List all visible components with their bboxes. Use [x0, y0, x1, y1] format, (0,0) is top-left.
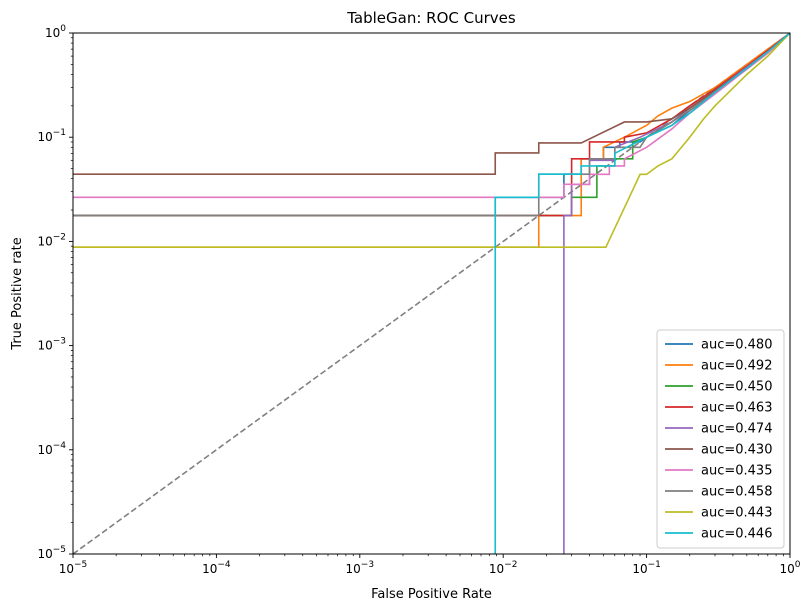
- axes-frame: [72, 32, 791, 555]
- legend-label: auc=0.443: [701, 506, 772, 521]
- x-tick-label-base: 10: [632, 562, 647, 576]
- y-tick-label-exponent: −5: [53, 545, 66, 555]
- x-tick-label-exponent: −1: [648, 560, 661, 570]
- x-tick-label: 10−5: [59, 560, 88, 576]
- y-tick-label-exponent: −1: [53, 128, 66, 138]
- y-tick-label: 100: [45, 24, 66, 40]
- y-tick-label: 10−2: [37, 232, 66, 248]
- y-tick-label-base: 10: [37, 130, 52, 144]
- x-tick-label-exponent: 0: [795, 560, 801, 570]
- x-axis-label: False Positive Rate: [371, 587, 492, 602]
- y-tick-label-base: 10: [37, 443, 52, 457]
- series-line-4: [73, 33, 790, 217]
- x-tick-label: 10−1: [632, 560, 661, 576]
- x-tick-label-base: 10: [346, 562, 361, 576]
- series-lines: [73, 33, 790, 554]
- legend-label: auc=0.435: [701, 464, 772, 479]
- y-tick-label-base: 10: [37, 547, 52, 561]
- x-tick-label: 100: [779, 560, 800, 576]
- y-tick-label-exponent: 0: [60, 24, 66, 34]
- x-tick-label-exponent: −4: [217, 560, 231, 570]
- plot-area: [73, 33, 790, 554]
- legend-label: auc=0.474: [701, 422, 772, 437]
- y-tick-label: 10−5: [37, 545, 66, 561]
- chart-title: TableGan: ROC Curves: [346, 9, 516, 27]
- x-tick-label-base: 10: [59, 562, 74, 576]
- y-tick-label: 10−3: [37, 337, 66, 353]
- y-tick-label-exponent: −4: [53, 441, 67, 451]
- x-tick-label: 10−3: [346, 560, 375, 576]
- x-tick-label-exponent: −5: [74, 560, 87, 570]
- y-axis-label: True Positive rate: [10, 237, 25, 350]
- y-tick-label-base: 10: [45, 26, 60, 40]
- legend-label: auc=0.492: [701, 359, 772, 374]
- y-tick-label: 10−1: [37, 128, 66, 144]
- x-tick-label: 10−2: [489, 560, 518, 576]
- y-tick-label-base: 10: [37, 339, 52, 353]
- x-tick-label-base: 10: [489, 562, 504, 576]
- legend-label: auc=0.430: [701, 443, 772, 458]
- y-tick-label: 10−4: [37, 441, 66, 457]
- legend-box: [656, 329, 785, 549]
- legend-label: auc=0.450: [701, 380, 772, 395]
- y-tick-label-exponent: −2: [53, 232, 66, 242]
- series-line-7: [73, 33, 790, 199]
- axis-ticks: 10−5 10−4 10−3 10−2 10−1 10010−510−410−310−21…: [37, 24, 800, 576]
- legend-label: auc=0.480: [701, 338, 772, 353]
- y-tick-label-base: 10: [37, 234, 52, 248]
- legend-label: auc=0.463: [701, 401, 772, 416]
- legend: auc=0.480 auc=0.492 auc=0.450 auc=0.463 auc=…: [656, 329, 785, 549]
- x-tick-label-base: 10: [202, 562, 217, 576]
- series-line-10: [494, 33, 790, 554]
- x-tick-label: 10−4: [202, 560, 231, 576]
- x-tick-label-exponent: −2: [504, 560, 517, 570]
- legend-label: auc=0.458: [701, 485, 772, 500]
- y-tick-label-exponent: −3: [53, 337, 66, 347]
- x-tick-label-base: 10: [779, 562, 794, 576]
- x-tick-label-exponent: −3: [361, 560, 374, 570]
- legend-label: auc=0.446: [701, 527, 772, 542]
- series-line-9: [73, 33, 790, 248]
